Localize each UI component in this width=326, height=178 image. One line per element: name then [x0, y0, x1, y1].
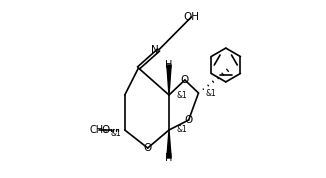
Text: OH: OH — [184, 12, 200, 22]
Text: CH₃: CH₃ — [90, 125, 108, 135]
Text: O: O — [143, 143, 152, 153]
Text: &1: &1 — [176, 90, 187, 100]
Polygon shape — [167, 65, 171, 95]
Text: O: O — [181, 75, 189, 85]
Text: H: H — [165, 60, 173, 70]
Text: &1: &1 — [111, 129, 121, 138]
Text: N: N — [151, 45, 159, 55]
Text: H: H — [165, 153, 173, 163]
Text: &1: &1 — [206, 88, 216, 98]
Text: O: O — [101, 125, 109, 135]
Text: &1: &1 — [176, 125, 187, 135]
Text: O: O — [185, 115, 193, 125]
Polygon shape — [167, 130, 171, 158]
